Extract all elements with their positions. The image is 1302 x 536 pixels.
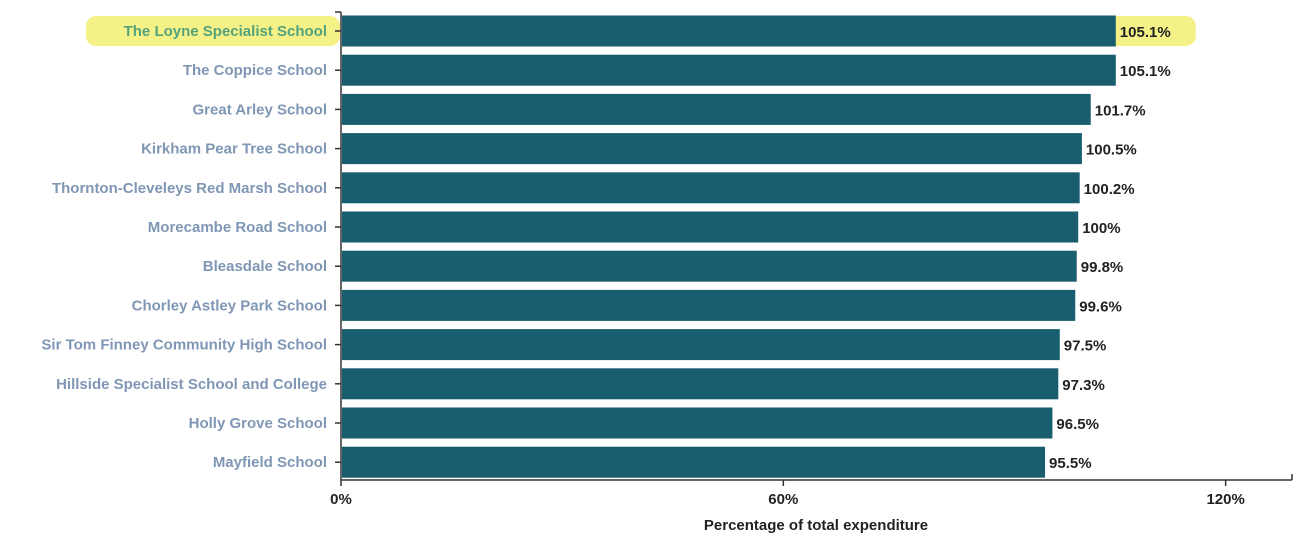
x-axis-title: Percentage of total expenditure: [704, 517, 928, 534]
value-label: 97.3%: [1062, 377, 1105, 394]
category-label: The Coppice School: [183, 62, 327, 79]
category-label: Hillside Specialist School and College: [56, 376, 327, 393]
bar: [342, 250, 1077, 282]
category-label: Bleasdale School: [203, 258, 327, 275]
category-label: Sir Tom Finney Community High School: [41, 337, 327, 354]
x-tick-label: 120%: [1206, 491, 1244, 508]
axes-group: [335, 11, 1293, 486]
value-label: 99.8%: [1081, 259, 1124, 276]
category-label: Chorley Astley Park School: [132, 297, 327, 314]
value-label: 95.5%: [1049, 455, 1092, 472]
x-tick-label: 0%: [330, 491, 352, 508]
value-label: 99.6%: [1079, 298, 1122, 315]
highlight-marker-category: [86, 16, 340, 46]
category-label: The Loyne Specialist School: [124, 23, 327, 40]
value-label: 101.7%: [1095, 102, 1146, 119]
bar: [342, 211, 1079, 243]
bar: [342, 93, 1091, 125]
bar: [342, 133, 1082, 165]
bar: [342, 407, 1053, 439]
bar: [342, 368, 1059, 400]
category-label: Great Arley School: [193, 101, 328, 118]
category-label: Holly Grove School: [189, 415, 327, 432]
bars-group: [342, 15, 1116, 478]
bar: [342, 172, 1080, 204]
category-label: Thornton-Cleveleys Red Marsh School: [52, 180, 327, 197]
bar: [342, 289, 1076, 321]
bar: [342, 329, 1060, 361]
category-label: Morecambe Road School: [148, 219, 327, 236]
value-label: 96.5%: [1056, 416, 1099, 433]
category-label: Mayfield School: [213, 454, 327, 471]
value-label: 105.1%: [1120, 63, 1171, 80]
value-label: 105.1%: [1120, 24, 1171, 41]
bar: [342, 446, 1046, 478]
category-label: Kirkham Pear Tree School: [141, 141, 327, 158]
value-label: 100.5%: [1086, 142, 1137, 159]
value-label: 100%: [1082, 220, 1120, 237]
bar: [342, 54, 1116, 86]
value-label: 97.5%: [1064, 338, 1107, 355]
value-label: 100.2%: [1084, 181, 1135, 198]
x-tick-label: 60%: [768, 491, 798, 508]
bar: [342, 15, 1116, 47]
labels-group: The Loyne Specialist School 105.1% The Cop…: [41, 23, 1244, 508]
